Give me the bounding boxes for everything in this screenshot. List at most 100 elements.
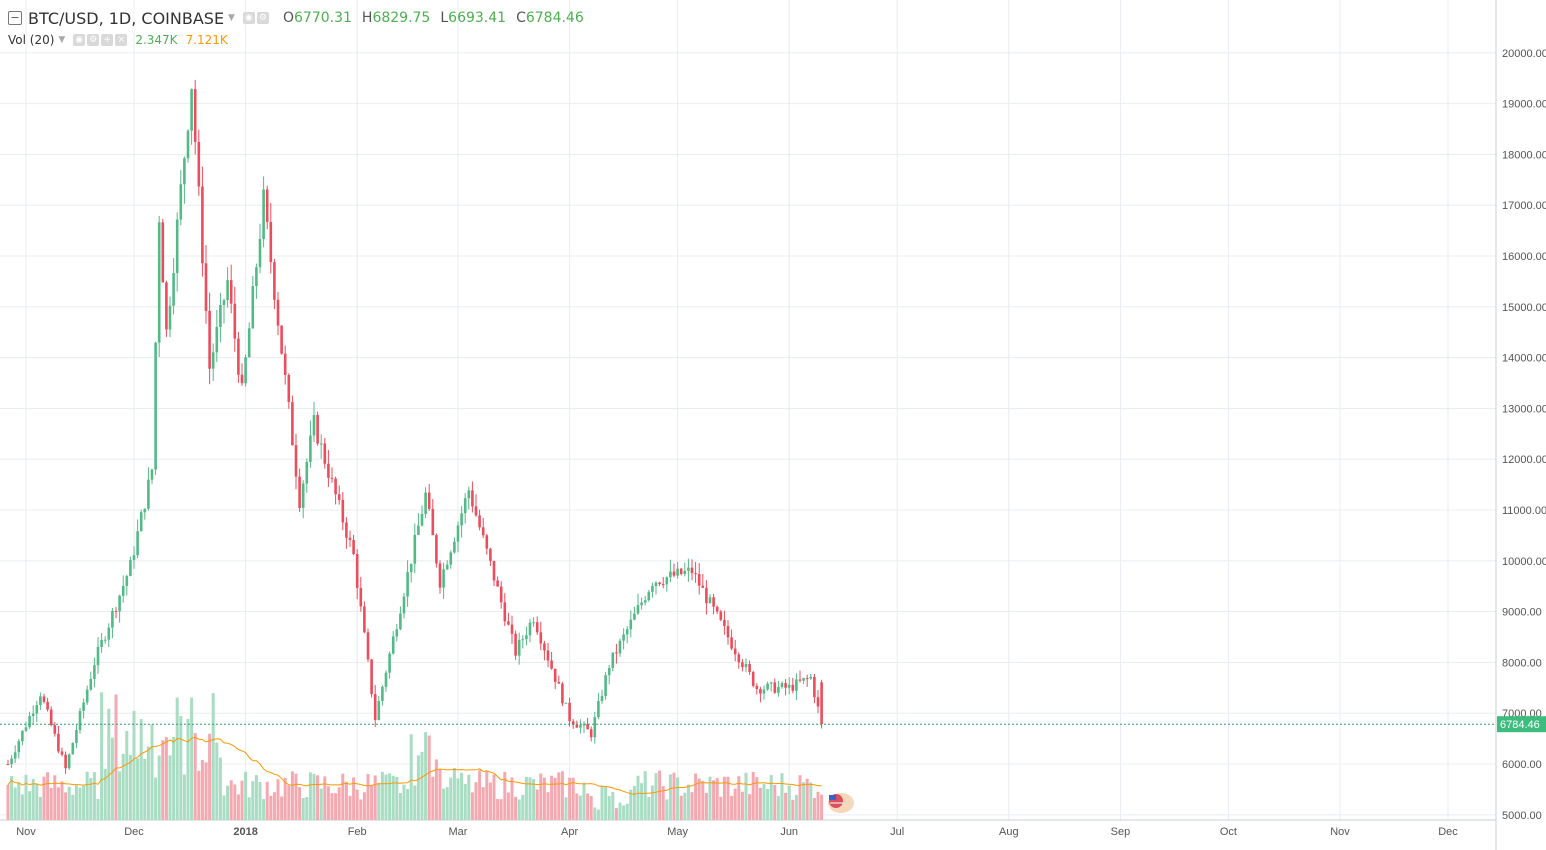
candle-body[interactable] bbox=[294, 445, 298, 477]
candle-body[interactable] bbox=[35, 705, 39, 714]
candle-body[interactable] bbox=[676, 568, 679, 576]
candle-body[interactable] bbox=[341, 499, 345, 523]
candle-body[interactable] bbox=[154, 342, 157, 470]
candle-body[interactable] bbox=[247, 328, 251, 358]
candle-body[interactable] bbox=[543, 643, 546, 651]
candle-body[interactable] bbox=[262, 189, 265, 240]
candle-body[interactable] bbox=[427, 492, 431, 509]
candle-body[interactable] bbox=[255, 267, 258, 287]
candle-body[interactable] bbox=[301, 483, 305, 508]
candle-body[interactable] bbox=[665, 577, 669, 585]
candle-body[interactable] bbox=[485, 535, 489, 549]
candle-body[interactable] bbox=[165, 282, 168, 330]
candle-body[interactable] bbox=[546, 650, 550, 661]
candle-body[interactable] bbox=[147, 479, 150, 509]
candle-body[interactable] bbox=[777, 686, 780, 693]
candle-body[interactable] bbox=[661, 584, 665, 586]
candle-body[interactable] bbox=[107, 627, 111, 640]
candle-body[interactable] bbox=[193, 89, 197, 142]
caret-down-icon[interactable]: ▼ bbox=[58, 35, 66, 45]
candle-body[interactable] bbox=[420, 513, 424, 526]
candle-body[interactable] bbox=[363, 606, 366, 633]
candle-body[interactable] bbox=[557, 681, 561, 684]
candle-body[interactable] bbox=[773, 682, 777, 693]
candle-body[interactable] bbox=[705, 587, 708, 604]
candle-body[interactable] bbox=[316, 415, 319, 444]
candle-body[interactable] bbox=[17, 741, 21, 753]
candle-body[interactable] bbox=[471, 490, 474, 507]
candle-body[interactable] bbox=[759, 689, 762, 694]
candle-body[interactable] bbox=[535, 622, 539, 633]
eye-icon[interactable]: ◉ bbox=[73, 34, 86, 46]
candle-body[interactable] bbox=[816, 697, 820, 707]
candle-body[interactable] bbox=[445, 564, 449, 570]
close-icon[interactable]: × bbox=[115, 34, 128, 46]
candle-body[interactable] bbox=[517, 640, 521, 656]
candle-body[interactable] bbox=[658, 582, 661, 585]
candle-body[interactable] bbox=[49, 709, 53, 726]
candle-body[interactable] bbox=[489, 548, 492, 561]
candle-body[interactable] bbox=[287, 375, 291, 403]
candle-body[interactable] bbox=[345, 522, 348, 538]
candle-body[interactable] bbox=[75, 730, 78, 743]
candle-body[interactable] bbox=[528, 622, 532, 636]
candle-body[interactable] bbox=[611, 652, 615, 669]
candle-body[interactable] bbox=[226, 280, 229, 301]
candle-body[interactable] bbox=[499, 586, 503, 603]
candle-body[interactable] bbox=[571, 721, 575, 725]
candle-body[interactable] bbox=[424, 492, 427, 514]
candle-body[interactable] bbox=[744, 663, 748, 668]
candle-body[interactable] bbox=[377, 701, 381, 720]
candle-body[interactable] bbox=[762, 689, 766, 694]
candle-body[interactable] bbox=[579, 725, 582, 728]
candle-body[interactable] bbox=[453, 541, 456, 553]
candle-body[interactable] bbox=[586, 723, 589, 730]
candle-body[interactable] bbox=[237, 338, 240, 375]
candle-body[interactable] bbox=[323, 443, 327, 464]
candle-body[interactable] bbox=[60, 751, 64, 755]
candle-body[interactable] bbox=[327, 463, 330, 478]
candle-body[interactable] bbox=[28, 715, 31, 728]
candle-body[interactable] bbox=[258, 239, 262, 268]
candle-body[interactable] bbox=[136, 531, 139, 556]
candle-body[interactable] bbox=[449, 552, 453, 565]
candle-body[interactable] bbox=[157, 222, 161, 343]
candle-body[interactable] bbox=[211, 352, 215, 369]
candle-body[interactable] bbox=[618, 640, 622, 654]
candle-body[interactable] bbox=[21, 730, 24, 742]
candle-body[interactable] bbox=[384, 672, 388, 687]
candle-body[interactable] bbox=[730, 637, 733, 649]
candle-body[interactable] bbox=[809, 676, 813, 679]
candle-body[interactable] bbox=[683, 570, 687, 575]
candle-body[interactable] bbox=[701, 585, 705, 588]
candle-body[interactable] bbox=[507, 621, 510, 625]
candle-body[interactable] bbox=[402, 596, 406, 614]
candle-body[interactable] bbox=[435, 535, 438, 564]
candle-body[interactable] bbox=[330, 477, 334, 479]
volume-indicator-title[interactable]: Vol (20) bbox=[8, 33, 55, 47]
candle-body[interactable] bbox=[222, 300, 226, 305]
candle-body[interactable] bbox=[172, 273, 175, 306]
candle-body[interactable] bbox=[748, 663, 751, 673]
candle-body[interactable] bbox=[679, 568, 683, 575]
candle-body[interactable] bbox=[568, 702, 571, 722]
candle-body[interactable] bbox=[643, 600, 647, 603]
candle-body[interactable] bbox=[510, 624, 514, 634]
candle-body[interactable] bbox=[694, 573, 697, 575]
candle-body[interactable] bbox=[352, 539, 355, 555]
candle-body[interactable] bbox=[521, 639, 525, 641]
candle-body[interactable] bbox=[640, 602, 643, 606]
candle-body[interactable] bbox=[769, 682, 773, 684]
candle-body[interactable] bbox=[93, 665, 96, 679]
candle-body[interactable] bbox=[532, 622, 535, 624]
candle-body[interactable] bbox=[802, 678, 805, 681]
candle-body[interactable] bbox=[265, 189, 269, 222]
candle-body[interactable] bbox=[57, 733, 60, 752]
candle-body[interactable] bbox=[215, 326, 219, 353]
candle-body[interactable] bbox=[186, 130, 190, 159]
candle-body[interactable] bbox=[31, 713, 35, 716]
candle-body[interactable] bbox=[64, 754, 67, 769]
candle-body[interactable] bbox=[240, 374, 244, 384]
candle-body[interactable] bbox=[53, 725, 57, 734]
candle-body[interactable] bbox=[179, 184, 183, 220]
